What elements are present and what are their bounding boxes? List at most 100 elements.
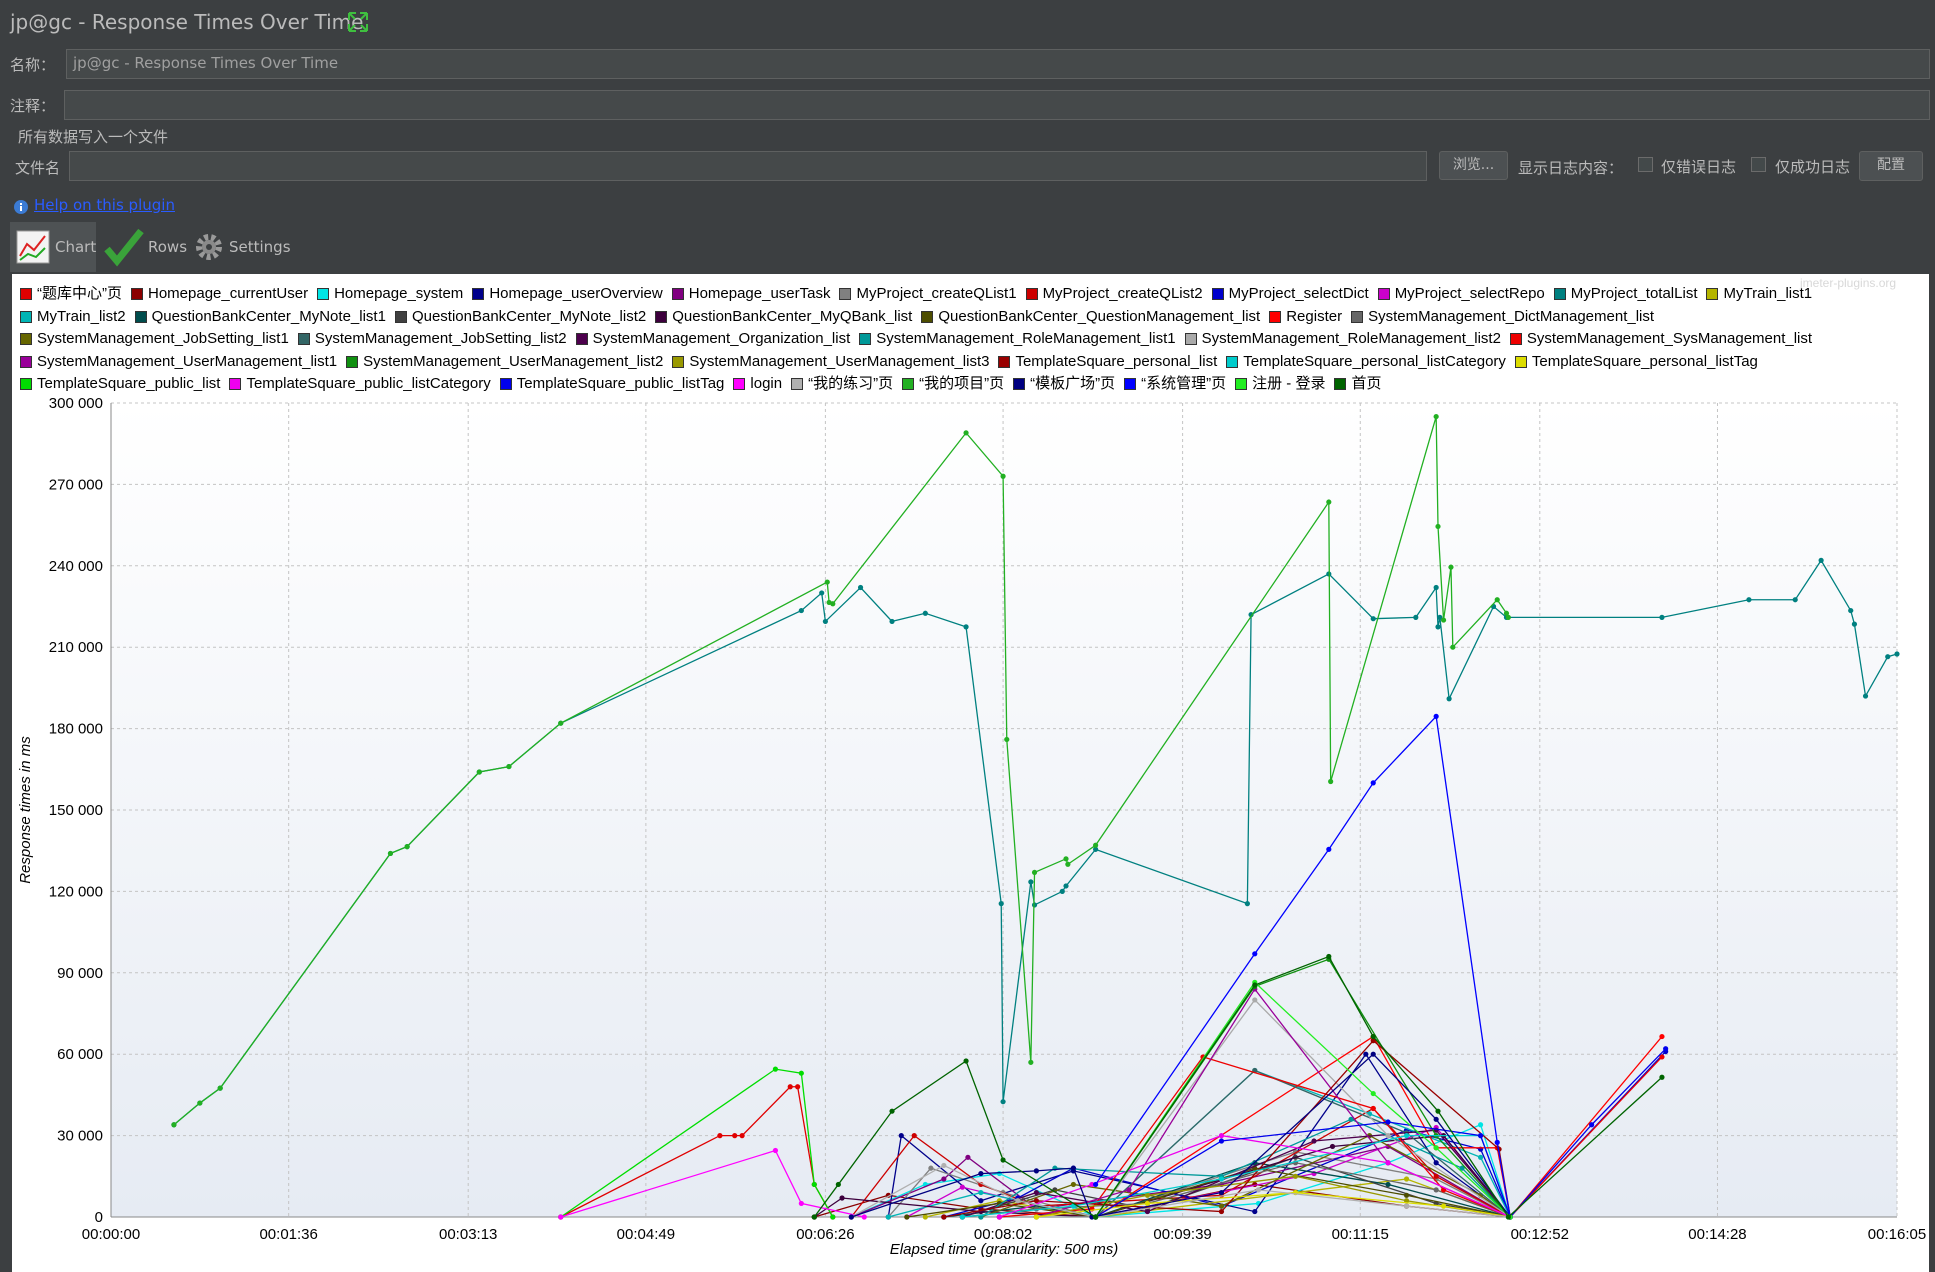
legend-label: SystemManagement_Organization_list	[592, 330, 851, 347]
legend-swatch	[655, 310, 668, 323]
tab-label[interactable]: Chart	[55, 238, 97, 256]
legend-item: SystemManagement_SysManagement_list	[1509, 328, 1813, 351]
data-point	[1851, 621, 1858, 627]
comment-field[interactable]	[64, 90, 1930, 120]
legend-item: 首页	[1334, 373, 1381, 396]
data-point	[1894, 651, 1900, 657]
data-point	[1433, 1173, 1439, 1179]
data-point	[1144, 1208, 1151, 1215]
tab-label[interactable]: Settings	[229, 238, 291, 256]
x-tick-label: 00:12:52	[1511, 1226, 1569, 1243]
legend-label: MyProject_createQList1	[856, 285, 1017, 302]
data-point	[558, 1214, 564, 1220]
y-tick-label: 270 000	[49, 476, 103, 493]
legend-label: TemplateSquare_public_listTag	[516, 375, 725, 392]
data-point	[404, 844, 410, 850]
series-line	[560, 1149, 865, 1218]
data-point	[1028, 879, 1034, 885]
legend-swatch	[1351, 310, 1364, 323]
legend-swatch	[1553, 288, 1566, 301]
legend-label: SystemManagement_SysManagement_list	[1526, 330, 1813, 347]
y-tick-label: 240 000	[49, 558, 103, 575]
legend-item: 注册 - 登录	[1235, 373, 1325, 396]
data-point	[1252, 982, 1258, 988]
rows-tab-icon	[104, 228, 144, 267]
legend-label: SystemManagement_JobSetting_list2	[314, 330, 567, 347]
data-point	[1505, 614, 1511, 620]
data-point	[1144, 1200, 1151, 1207]
data-point	[1435, 624, 1441, 630]
data-point	[1370, 1033, 1376, 1040]
legend-label: QuestionBankCenter_MyQBank_list	[672, 307, 913, 325]
legend-label: “模板广场”页	[1030, 375, 1116, 392]
data-point	[1862, 693, 1869, 699]
data-point	[1433, 1160, 1439, 1166]
legend-swatch	[20, 288, 32, 301]
data-point	[1248, 612, 1254, 618]
data-point	[217, 1085, 223, 1091]
data-point	[1437, 614, 1443, 620]
data-point	[911, 1133, 917, 1139]
data-point	[476, 769, 482, 775]
log-label: 显示日志内容：	[1518, 159, 1624, 177]
data-point	[1848, 607, 1854, 614]
data-point	[922, 1214, 928, 1220]
data-point	[1328, 778, 1334, 785]
data-point	[1659, 1074, 1665, 1080]
legend-item: QuestionBankCenter_MyNote_list1	[134, 306, 386, 329]
legend-swatch	[472, 288, 485, 301]
data-point	[1015, 1198, 1021, 1204]
data-point	[1000, 1157, 1006, 1163]
legend-swatch	[1124, 378, 1137, 391]
data-point	[978, 1189, 984, 1196]
legend-swatch	[671, 288, 684, 301]
name-field[interactable]: jp@gc - Response Times Over Time	[66, 49, 1930, 79]
series-line	[943, 1162, 1511, 1218]
data-point	[1435, 1108, 1441, 1114]
legend-swatch	[1013, 378, 1026, 391]
data-point	[1477, 1133, 1484, 1139]
data-point	[798, 1070, 804, 1076]
help-link[interactable]: Help on this plugin	[34, 196, 175, 214]
legend-item: TemplateSquare_public_listTag	[499, 373, 725, 396]
browse-button[interactable]: 浏览...	[1439, 151, 1508, 180]
data-point	[1792, 597, 1798, 603]
tab-label[interactable]: Rows	[148, 238, 188, 256]
legend-item: SystemManagement_RoleManagement_list2	[1184, 328, 1501, 351]
data-point	[959, 1184, 965, 1190]
legend-item: TemplateSquare_personal_listCategory	[1226, 351, 1506, 374]
expand-icon[interactable]	[346, 10, 370, 34]
legend-item: SystemManagement_RoleManagement_list1	[859, 328, 1176, 351]
y-tick-label: 150 000	[49, 802, 103, 819]
checkbox[interactable]	[1638, 157, 1653, 172]
data-point	[1218, 1203, 1225, 1209]
data-point	[558, 720, 564, 726]
x-tick-label: 00:11:15	[1332, 1226, 1389, 1243]
data-point	[1093, 842, 1099, 848]
file-field[interactable]	[69, 151, 1427, 181]
data-point	[1000, 1099, 1006, 1105]
legend-item: MyTrain_list1	[1706, 283, 1812, 306]
checkbox[interactable]	[1751, 157, 1766, 172]
info-icon	[14, 200, 28, 214]
data-point	[1505, 1214, 1511, 1220]
legend-item: TemplateSquare_personal_list	[998, 351, 1217, 374]
data-point	[795, 1084, 801, 1090]
data-point	[848, 1214, 854, 1220]
data-point	[1144, 1192, 1151, 1198]
legend-item: “题库中心”页	[20, 283, 122, 306]
data-point	[963, 624, 969, 630]
legend-label: login	[750, 375, 783, 392]
legend-label: SystemManagement_JobSetting_list1	[37, 330, 289, 347]
data-point	[1589, 1122, 1595, 1128]
legend-label: Homepage_userTask	[688, 285, 831, 302]
data-point	[1659, 1033, 1665, 1040]
data-point	[1433, 413, 1439, 420]
data-point	[1370, 1051, 1376, 1057]
data-point	[1659, 1054, 1665, 1060]
legend-item: MyProject_createQList2	[1025, 283, 1203, 306]
data-point	[928, 1165, 934, 1171]
configure-button[interactable]: 配置	[1859, 151, 1923, 181]
data-point	[1440, 1203, 1447, 1209]
series-line	[980, 1134, 1511, 1218]
